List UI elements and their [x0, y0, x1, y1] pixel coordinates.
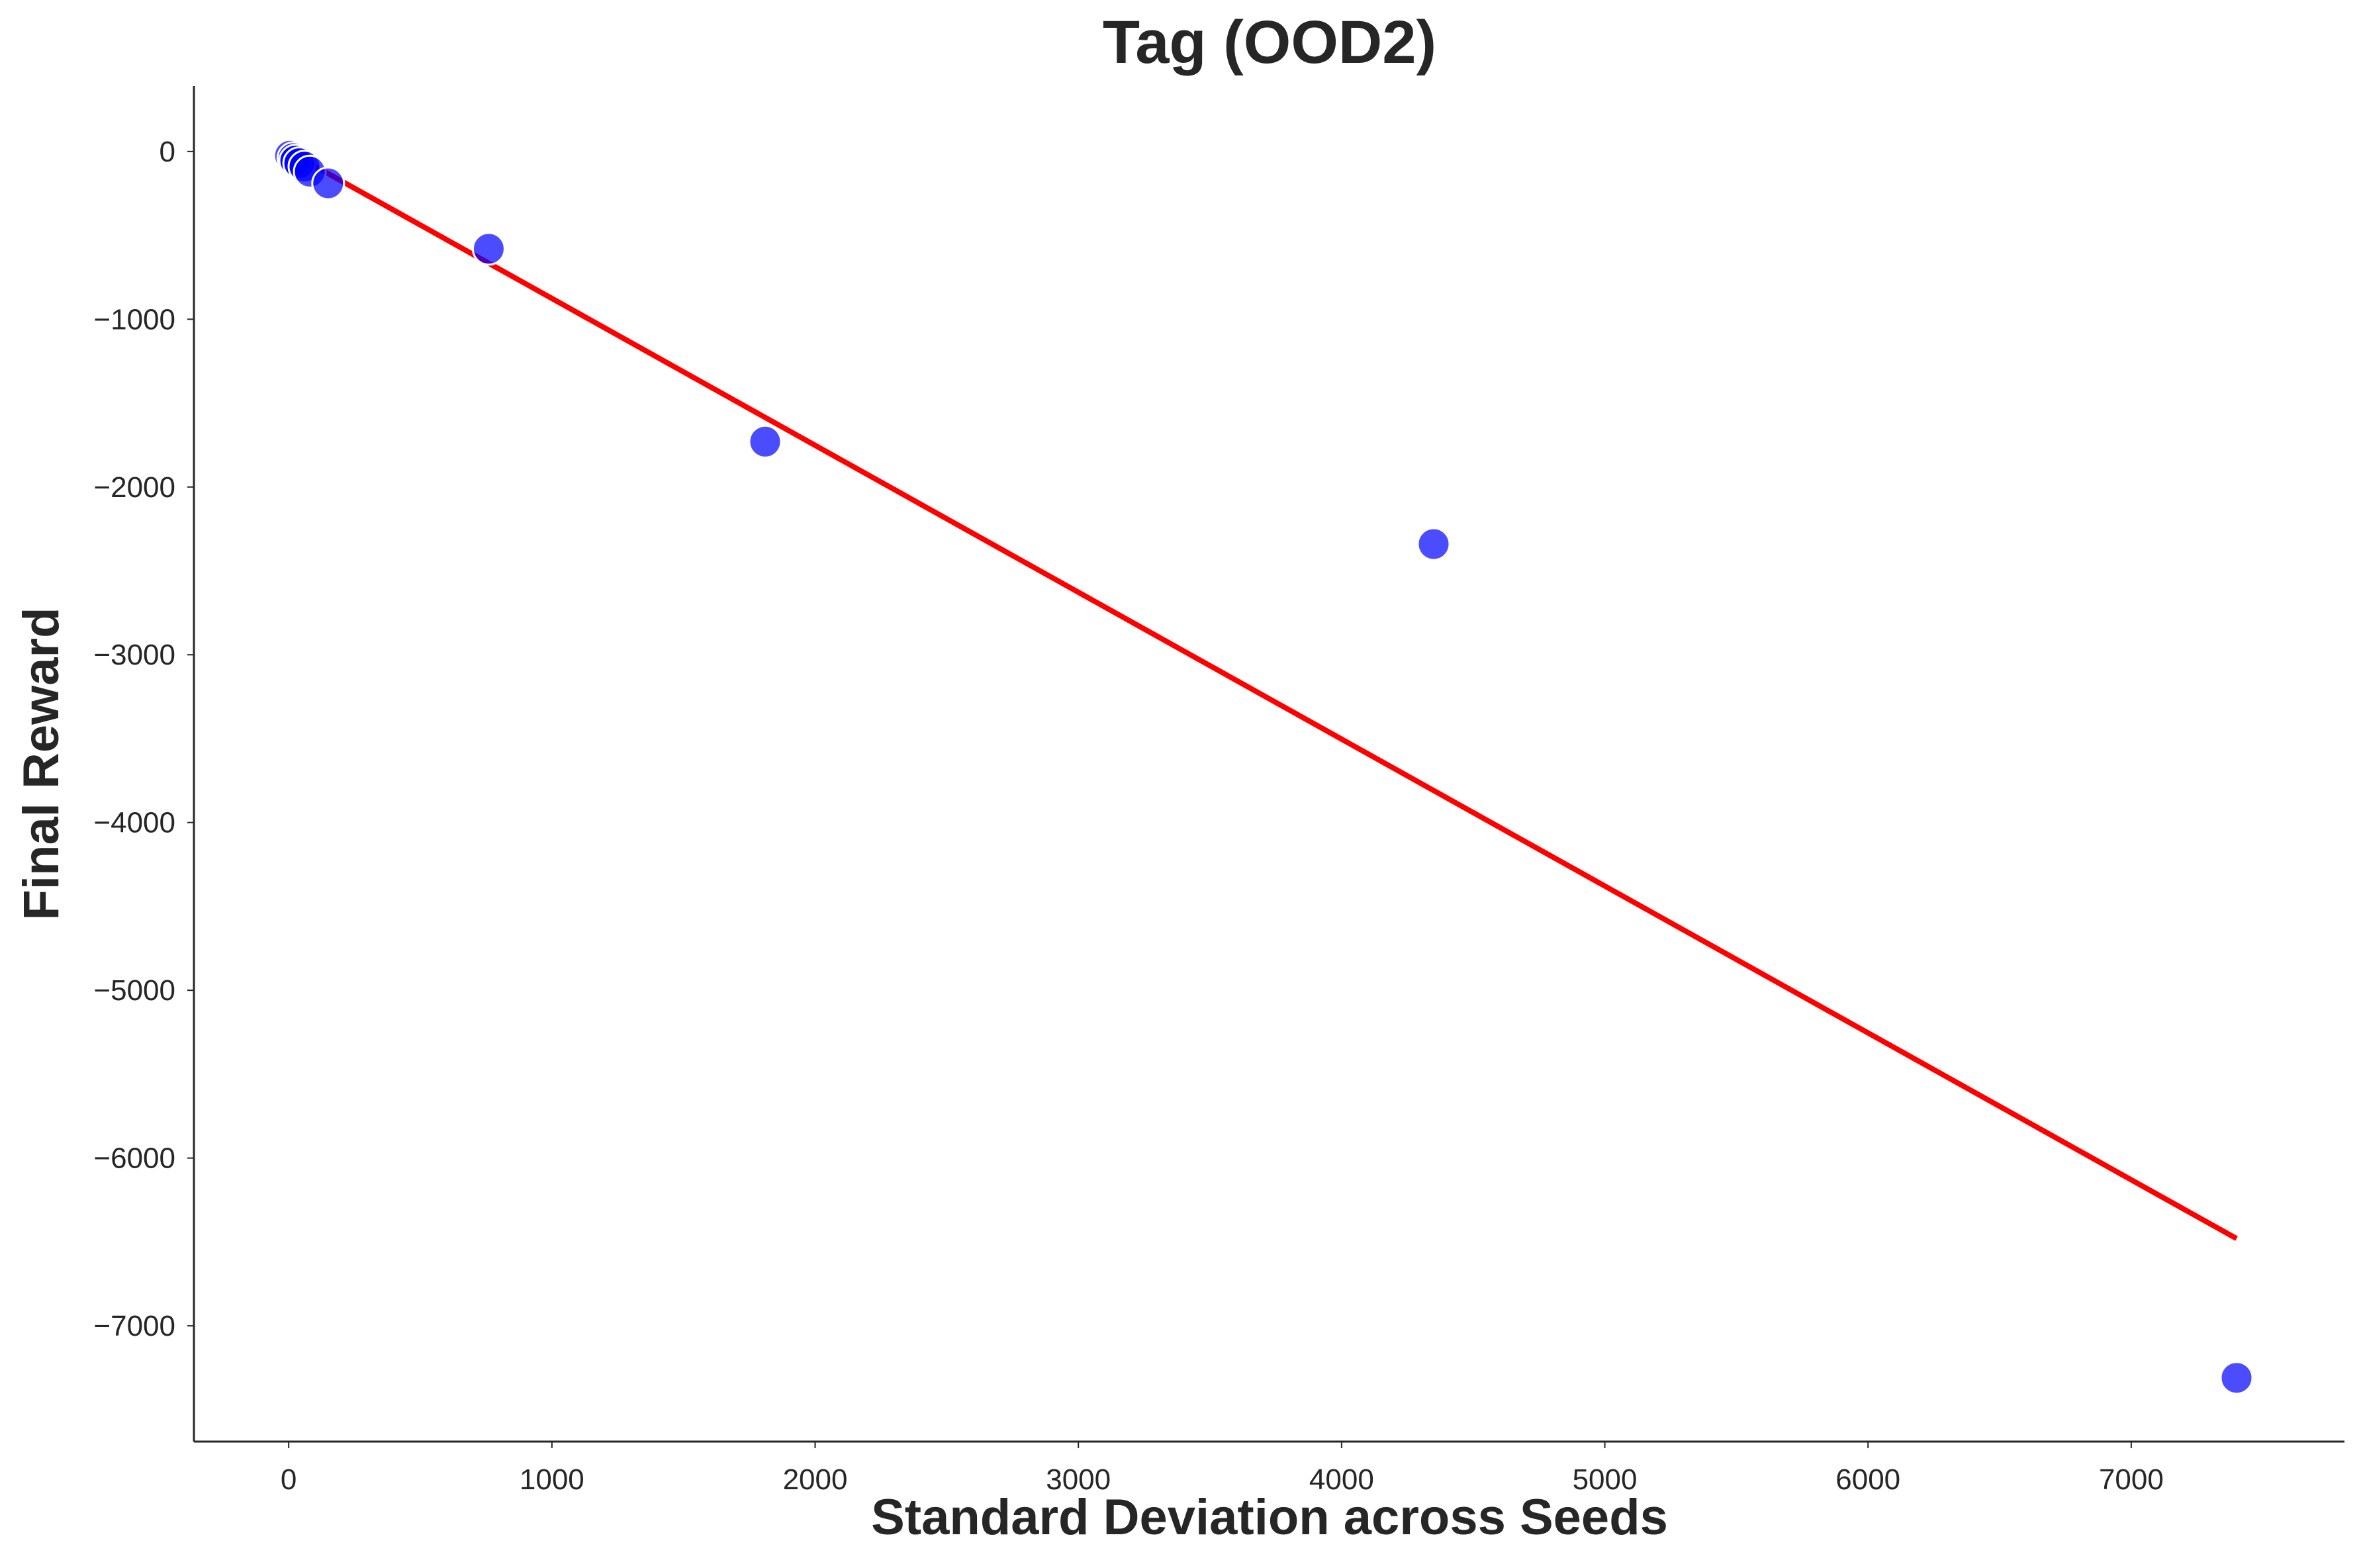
data-point: [2219, 1361, 2254, 1395]
y-tick-label: −2000: [93, 471, 175, 504]
data-point: [1416, 527, 1451, 561]
x-tick-label: 3000: [1046, 1463, 1111, 1496]
y-tick-label: −4000: [93, 807, 175, 839]
x-tick-group: 0 1000 2000 3000 4000 5000 6000 7000: [281, 1442, 2164, 1496]
x-tick-label: 7000: [2099, 1463, 2164, 1496]
y-tick-label: −7000: [93, 1310, 175, 1342]
y-tick-label: −5000: [93, 974, 175, 1007]
plot-area: 0 1000 2000 3000 4000 5000 6000 7000 0 −1000 −200…: [93, 86, 2344, 1496]
fit-line-group: [289, 150, 2238, 1241]
scatter-point-group: [273, 138, 2254, 1395]
x-tick-label: 6000: [1835, 1463, 1900, 1496]
data-point: [748, 424, 782, 459]
x-tick-label: 4000: [1309, 1463, 1374, 1496]
x-tick-label: 1000: [520, 1463, 584, 1496]
x-tick-label: 5000: [1573, 1463, 1638, 1496]
y-tick-label: −3000: [93, 639, 175, 671]
data-point: [311, 166, 346, 201]
regression-line: [289, 150, 2238, 1241]
x-axis-label: Standard Deviation across Seeds: [871, 1489, 1668, 1545]
x-tick-label: 0: [281, 1463, 297, 1496]
data-point: [471, 232, 506, 266]
x-tick-label: 2000: [783, 1463, 848, 1496]
y-tick-label: −1000: [93, 303, 175, 336]
y-tick-label: 0: [160, 136, 175, 168]
y-tick-label: −6000: [93, 1142, 175, 1175]
chart-title: Tag (OOD2): [1103, 9, 1436, 76]
y-tick-group: 0 −1000 −2000 −3000 −4000 −5000 −6000 −7000: [93, 136, 194, 1342]
y-axis-label: Final Reward: [13, 608, 69, 921]
